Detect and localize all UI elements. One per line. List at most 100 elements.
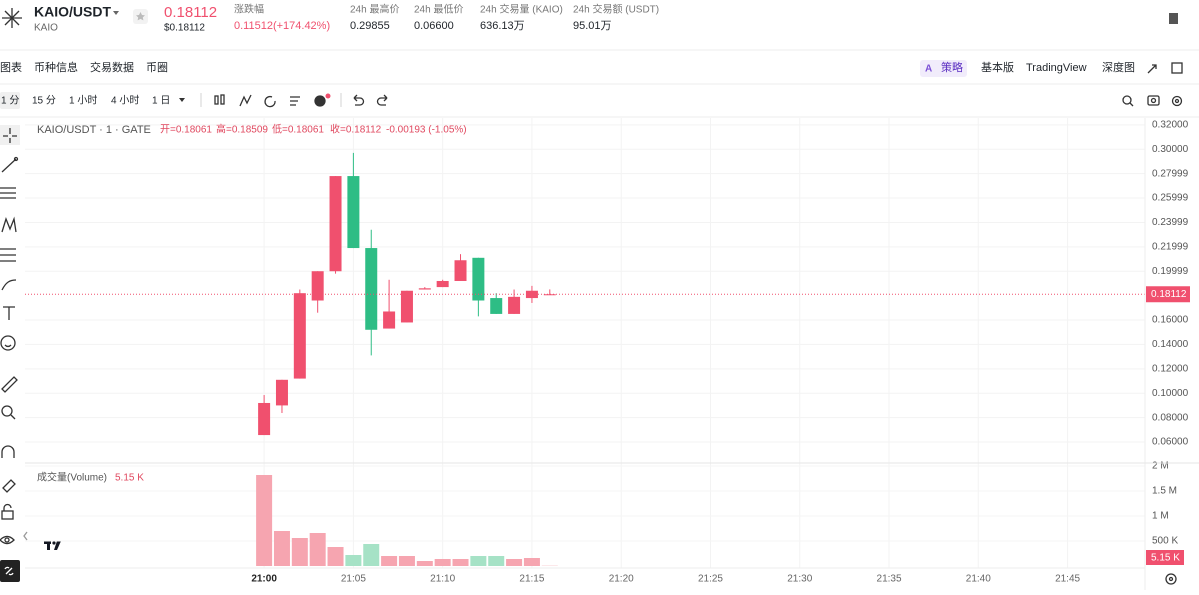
candle-body	[419, 288, 431, 289]
volume-bar	[310, 533, 326, 566]
volume-bar	[381, 556, 397, 566]
candle-body	[455, 260, 467, 281]
y-tick-label: 0.16000	[1152, 315, 1189, 326]
ai-icon: A	[925, 64, 932, 75]
volume-bar	[506, 559, 522, 566]
y-tick-label: 0.32000	[1152, 119, 1189, 130]
ohlc-label: 高=0.18509	[216, 123, 268, 136]
x-tick-label: 21:10	[430, 574, 455, 585]
y-tick-label: 0.27999	[1152, 168, 1189, 179]
volume-bar	[363, 544, 379, 566]
x-tick-label: 21:20	[609, 574, 634, 585]
interval[interactable]: 1 日	[152, 96, 170, 107]
stat-label: 24h 交易额 (USDT)	[573, 3, 659, 16]
candle-body	[330, 176, 342, 271]
volume-tick-label: 1.5 M	[1152, 486, 1177, 497]
x-tick-label: 21:35	[877, 574, 902, 585]
y-tick-label: 0.23999	[1152, 217, 1189, 228]
volume-tick-label: 500 K	[1152, 536, 1178, 547]
stat-label: 24h 最低价	[414, 3, 463, 16]
base: KAIO	[34, 23, 58, 34]
y-tick-label: 0.12000	[1152, 363, 1189, 374]
pair[interactable]: KAIO/USDT	[34, 4, 111, 20]
stat-value: 0.29855	[350, 20, 390, 32]
window-icon[interactable]	[1172, 63, 1182, 73]
candle-body	[294, 293, 306, 378]
x-tick-label: 21:25	[698, 574, 723, 585]
x-tick-label: 21:05	[341, 574, 366, 585]
tab[interactable]: 币种信息	[34, 60, 78, 74]
interval[interactable]: 15 分	[32, 95, 56, 107]
stat-label: 24h 交易量 (KAIO)	[480, 3, 563, 16]
right-tab[interactable]: 基本版	[981, 60, 1014, 74]
price-usd: $0.18112	[164, 23, 205, 34]
volume-tag-label: 5.15 K	[1151, 553, 1180, 564]
candle-body	[258, 403, 270, 435]
stat-value: 0.11512(+174.42%)	[234, 20, 330, 32]
last-price-label: 0.18112	[1151, 289, 1187, 300]
logo	[2, 8, 22, 28]
x-tick-label: 21:30	[787, 574, 812, 585]
right-tab[interactable]: TradingView	[1026, 62, 1087, 74]
volume-bar	[274, 531, 290, 566]
volume-bar	[524, 558, 540, 566]
stat-label: 涨跌幅	[234, 3, 264, 16]
y-tick-label: 0.30000	[1152, 144, 1189, 155]
interval[interactable]: 1 分	[1, 95, 19, 107]
chart-title: KAIO/USDT · 1 · GATE	[37, 124, 151, 136]
y-tick-label: 0.19999	[1152, 266, 1189, 277]
tv-logo	[44, 541, 61, 550]
interval[interactable]: 4 小时	[111, 95, 139, 107]
volume-bar	[417, 561, 433, 566]
x-tick-label: 21:15	[519, 574, 544, 585]
y-tick-label: 0.25999	[1152, 193, 1189, 204]
x-tick-label: 21:00	[251, 574, 277, 585]
volume-value: 5.15 K	[115, 473, 144, 484]
candle-body	[526, 291, 538, 298]
y-tick-label: 0.14000	[1152, 339, 1189, 350]
volume-bar	[435, 559, 451, 566]
right-tab[interactable]: 深度图	[1102, 60, 1135, 74]
tab[interactable]: 币圈	[146, 61, 168, 74]
volume-bar	[399, 556, 415, 566]
y-tick-label: 0.10000	[1152, 388, 1189, 399]
volume-tick-label: 2 M	[1152, 461, 1169, 472]
y-tick-label: 0.21999	[1152, 241, 1189, 252]
ohlc-label: 收=0.18112	[330, 123, 382, 136]
stat-value: 95.01万	[573, 20, 612, 32]
candle-body	[437, 281, 449, 287]
volume-title: 成交量(Volume)	[37, 471, 107, 484]
right-tab[interactable]: 策略	[941, 60, 963, 74]
interval[interactable]: 1 小时	[69, 95, 97, 107]
tab[interactable]: 交易数据	[90, 60, 134, 74]
volume-tick-label: 1 M	[1152, 511, 1169, 522]
volume-bar	[345, 555, 361, 566]
y-tick-label: 0.06000	[1152, 437, 1189, 448]
x-tick-label: 21:45	[1055, 574, 1080, 585]
candle-body	[401, 291, 413, 323]
price: 0.18112	[164, 4, 217, 21]
volume-bar	[292, 538, 308, 566]
settings-icon[interactable]	[1166, 574, 1176, 584]
toolbar-icons	[179, 93, 1182, 107]
change-label: -0.00193 (-1.05%)	[386, 125, 467, 136]
volume-bar	[328, 547, 344, 566]
volume-bar	[470, 556, 486, 566]
x-tick-label: 21:40	[966, 574, 991, 585]
candle-body	[276, 380, 288, 406]
stat-value: 636.13万	[480, 20, 525, 32]
candle-body	[383, 311, 395, 328]
candle-body	[365, 248, 377, 330]
tab[interactable]: 图表	[0, 60, 22, 74]
ohlc-label: 开=0.18061	[160, 125, 212, 136]
book-icon[interactable]	[1169, 13, 1178, 24]
candle-body	[347, 176, 359, 248]
ohlc-label: 低=0.18061	[272, 123, 324, 136]
volume-bar	[488, 556, 504, 566]
dropdown[interactable]	[113, 11, 119, 15]
stat-value: 0.06600	[414, 20, 454, 32]
expand-icon[interactable]	[1148, 65, 1156, 73]
drawing-toolbar	[0, 125, 27, 582]
volume-bar	[256, 475, 272, 566]
